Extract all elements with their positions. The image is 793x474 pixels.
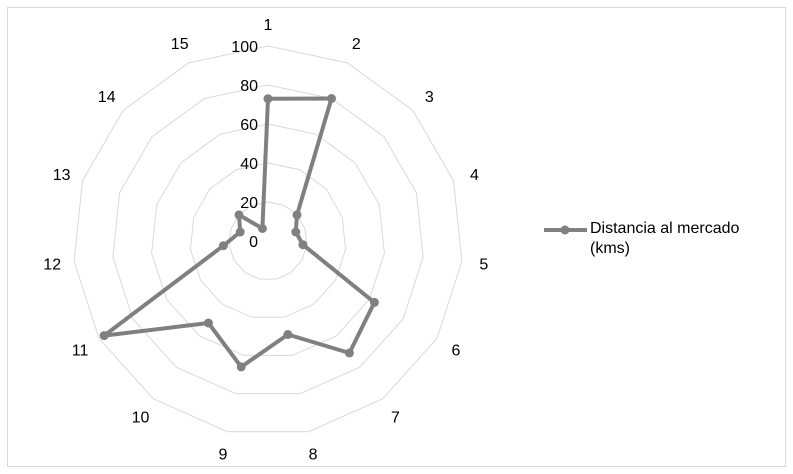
category-label: 8 xyxy=(309,446,318,463)
data-point xyxy=(292,210,302,220)
category-label: 15 xyxy=(171,36,189,53)
legend-label: Distancia al mercado (kms) xyxy=(590,220,740,257)
radial-tick-label: 0 xyxy=(249,234,258,251)
radial-tick-label: 100 xyxy=(231,39,258,56)
series-line xyxy=(102,96,377,369)
data-point xyxy=(369,297,379,307)
data-point xyxy=(235,227,245,237)
radial-tick-label: 60 xyxy=(240,117,258,134)
data-point xyxy=(99,331,109,341)
data-point xyxy=(263,94,273,104)
data-point xyxy=(327,94,336,103)
category-label: 14 xyxy=(98,89,116,106)
grid-ring xyxy=(189,162,347,318)
data-point xyxy=(203,318,213,328)
category-label: 10 xyxy=(132,410,150,427)
chart-area xyxy=(7,7,786,467)
grid-ring xyxy=(112,84,424,395)
data-point xyxy=(257,224,267,233)
category-label: 4 xyxy=(470,167,479,184)
data-point xyxy=(234,210,244,220)
data-point xyxy=(291,227,301,237)
category-label: 12 xyxy=(43,257,61,274)
grid-ring xyxy=(73,45,463,433)
category-label: 1 xyxy=(264,17,273,34)
data-point xyxy=(283,330,293,339)
grid-ring xyxy=(151,123,385,356)
radial-tick-label: 40 xyxy=(240,156,258,173)
legend-series-marker-icon xyxy=(544,225,587,235)
category-label: 2 xyxy=(352,36,361,53)
category-label: 11 xyxy=(72,343,89,360)
data-point xyxy=(218,241,228,251)
category-label: 6 xyxy=(451,343,460,360)
radial-tick-label: 80 xyxy=(240,78,258,95)
radial-tick-label: 20 xyxy=(240,195,258,212)
data-point xyxy=(344,348,354,358)
category-label: 9 xyxy=(218,446,227,463)
category-label: 3 xyxy=(425,89,434,106)
category-label: 13 xyxy=(53,167,71,184)
data-point xyxy=(298,240,308,250)
grid-ring xyxy=(228,201,308,280)
data-point xyxy=(236,362,246,372)
category-label: 7 xyxy=(391,410,400,427)
category-label: 5 xyxy=(479,257,488,274)
